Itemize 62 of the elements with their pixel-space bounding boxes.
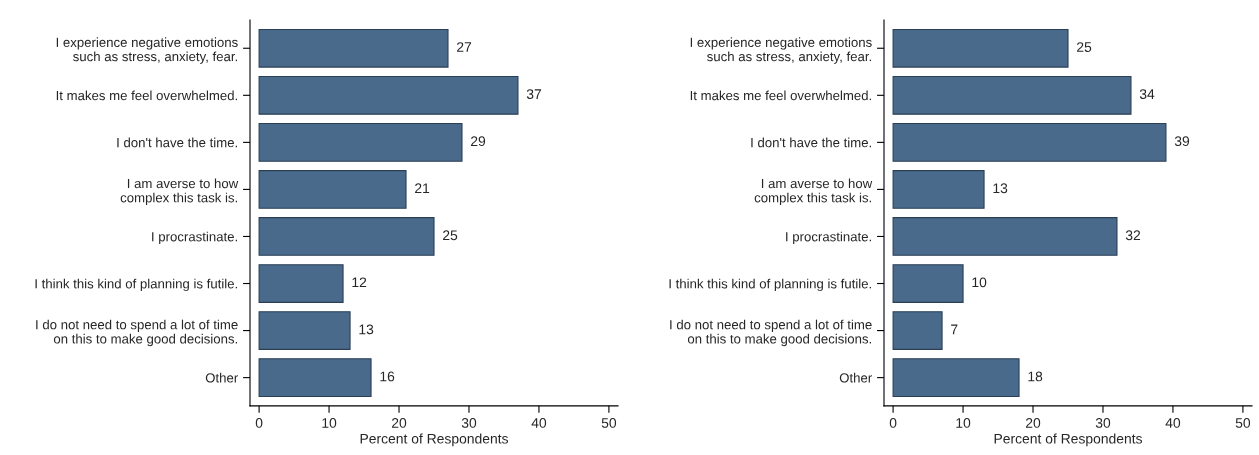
data-label: 21 bbox=[415, 183, 430, 193]
x-tick-label: 30 bbox=[1095, 418, 1111, 428]
data-label: 10 bbox=[972, 277, 987, 288]
bar bbox=[258, 358, 372, 398]
y-tick-label: I procrastinate. bbox=[786, 231, 871, 244]
bar bbox=[258, 170, 407, 209]
data-label: 12 bbox=[352, 277, 367, 288]
y-tick-label: I think this kind of planning is futile. bbox=[35, 278, 237, 292]
data-label: 13 bbox=[359, 324, 374, 335]
y-tick-label: I do not need to spend a lot of time on this to make good decisions. bbox=[36, 319, 238, 347]
y-tick-label: Other bbox=[205, 372, 238, 383]
x-tick-label: 40 bbox=[531, 418, 547, 428]
bar bbox=[892, 358, 1020, 398]
y-tick-label: I don't have the time. bbox=[117, 137, 237, 148]
data-label: 32 bbox=[1125, 230, 1141, 241]
data-label: 34 bbox=[1139, 89, 1155, 100]
x-tick-label: 50 bbox=[1235, 418, 1251, 428]
y-tick-label: I experience negative emotions such as stress, anxiety, fear. bbox=[56, 37, 238, 64]
x-tick-label: 30 bbox=[461, 418, 477, 428]
bar bbox=[892, 217, 1118, 256]
bar bbox=[892, 264, 964, 303]
y-tick-label: I am averse to how complex this task is. bbox=[120, 178, 239, 205]
y-tick-label: It makes me feel overwhelmed. bbox=[56, 90, 237, 101]
bar bbox=[892, 170, 985, 209]
data-label: 18 bbox=[1028, 371, 1043, 382]
x-tick-label: 10 bbox=[322, 418, 337, 428]
y-tick-label: I am averse to how complex this task is. bbox=[754, 178, 873, 205]
bar bbox=[258, 217, 435, 256]
bar bbox=[258, 264, 344, 303]
x-axis-title: Percent of Respondents bbox=[994, 433, 1143, 447]
x-tick-label: 20 bbox=[1025, 418, 1041, 428]
data-label: 7 bbox=[951, 324, 958, 335]
y-tick-label: I think this kind of planning is futile. bbox=[669, 278, 871, 292]
data-label: 27 bbox=[457, 42, 472, 52]
bar bbox=[258, 28, 449, 68]
x-tick-label: 50 bbox=[601, 418, 617, 428]
data-label: 25 bbox=[1077, 42, 1092, 52]
data-label: 29 bbox=[471, 136, 486, 147]
bar bbox=[258, 75, 519, 115]
y-tick-label: It makes me feel overwhelmed. bbox=[690, 90, 871, 101]
data-label: 16 bbox=[380, 371, 395, 382]
data-label: 13 bbox=[993, 183, 1008, 194]
y-tick-label: I experience negative emotions such as stress, anxiety, fear. bbox=[690, 37, 872, 64]
bar bbox=[892, 28, 1069, 68]
bar bbox=[258, 122, 463, 162]
x-tick-label: 10 bbox=[956, 418, 971, 428]
data-label: 25 bbox=[443, 230, 458, 241]
x-axis-title: Percent of Respondents bbox=[360, 433, 509, 447]
data-label: 37 bbox=[526, 89, 542, 100]
bar bbox=[892, 122, 1167, 162]
y-tick-label: I don't have the time. bbox=[751, 137, 871, 148]
data-label: 39 bbox=[1174, 136, 1190, 147]
x-tick-label: 0 bbox=[889, 418, 897, 428]
y-tick-label: I do not need to spend a lot of time on this to make good decisions. bbox=[670, 319, 872, 347]
bar bbox=[892, 311, 943, 350]
y-tick-label: I procrastinate. bbox=[152, 231, 237, 244]
x-tick-label: 20 bbox=[391, 418, 407, 428]
bar bbox=[258, 311, 351, 350]
y-tick-label: Other bbox=[839, 372, 872, 383]
bar bbox=[892, 75, 1132, 115]
x-tick-label: 0 bbox=[255, 418, 263, 428]
x-tick-label: 40 bbox=[1165, 418, 1181, 428]
